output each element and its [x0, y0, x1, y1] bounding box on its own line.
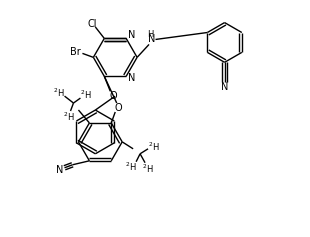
- Text: H: H: [147, 30, 153, 39]
- Text: Br: Br: [70, 47, 81, 57]
- Text: $^{2}$H: $^{2}$H: [142, 163, 154, 175]
- Text: N: N: [128, 73, 135, 83]
- Text: N: N: [148, 34, 156, 45]
- Text: $^{2}$H: $^{2}$H: [148, 141, 160, 153]
- Text: Cl: Cl: [88, 18, 97, 28]
- Text: $^{2}$H: $^{2}$H: [53, 87, 64, 99]
- Text: N: N: [56, 165, 63, 175]
- Text: N: N: [221, 82, 229, 92]
- Text: O: O: [114, 103, 122, 113]
- Text: $^{2}$H: $^{2}$H: [125, 160, 137, 173]
- Text: N: N: [128, 30, 135, 41]
- Text: O: O: [110, 91, 117, 101]
- Text: $^{2}$H: $^{2}$H: [63, 111, 74, 123]
- Text: $^{2}$H: $^{2}$H: [80, 89, 91, 101]
